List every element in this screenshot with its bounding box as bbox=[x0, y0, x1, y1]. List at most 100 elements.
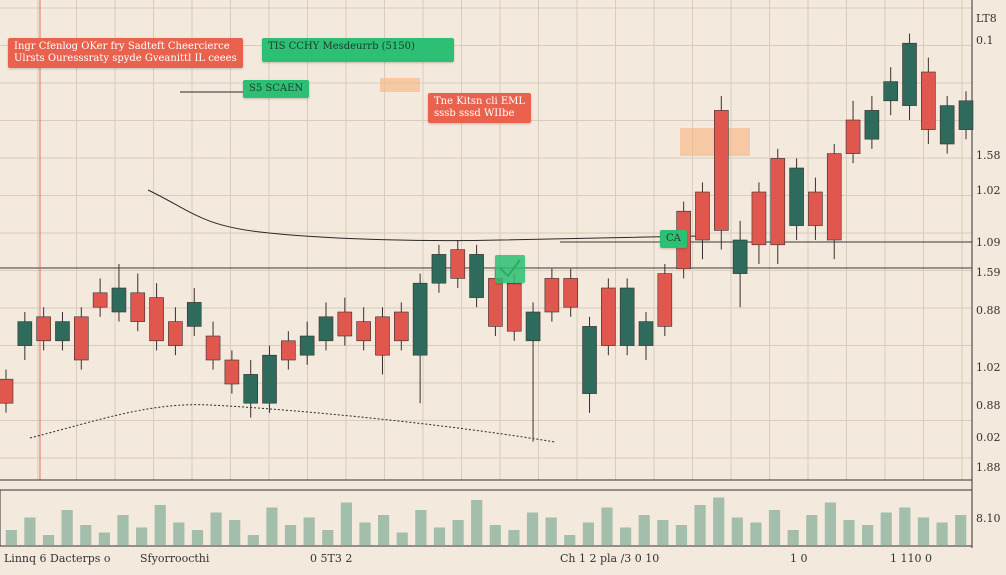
candle-body bbox=[619, 287, 635, 346]
highlight bbox=[380, 78, 420, 92]
candle-body bbox=[224, 359, 240, 385]
volume-bar bbox=[508, 530, 520, 545]
axis-label: LT8 bbox=[976, 12, 997, 25]
annotation: CA bbox=[660, 230, 687, 248]
annotation: Ingr Cfenlog OKer fry Sadteft Cheercierc… bbox=[8, 38, 243, 68]
axis-label: 1.02 bbox=[976, 361, 1001, 374]
candle-body bbox=[695, 191, 710, 241]
annotation: TIS CCHY Mesdeurrb (5150) bbox=[262, 38, 454, 62]
volume-bar bbox=[322, 530, 334, 545]
volume-bar bbox=[266, 507, 278, 545]
volume-bar bbox=[564, 535, 576, 545]
candle-body bbox=[205, 335, 221, 361]
volume-bar bbox=[694, 505, 706, 545]
annotation: S5 SCAEN bbox=[243, 80, 310, 98]
x-label: 1 0 bbox=[790, 552, 808, 565]
candle-body bbox=[770, 158, 786, 246]
volume-bar bbox=[173, 522, 185, 545]
candle-body bbox=[732, 239, 748, 274]
trend-line bbox=[147, 189, 701, 242]
candle-body bbox=[356, 321, 371, 342]
candle-body bbox=[168, 321, 183, 346]
candle-body bbox=[375, 316, 390, 356]
volume-bar bbox=[303, 517, 315, 545]
candle-body bbox=[337, 311, 353, 337]
volume-bar bbox=[98, 532, 110, 545]
volume-bar bbox=[750, 522, 762, 545]
volume-bar bbox=[731, 517, 743, 545]
candle-body bbox=[243, 374, 259, 404]
axis-label: 0.88 bbox=[976, 304, 1001, 317]
candle-body bbox=[845, 119, 861, 154]
x-label: Sfyorroocthi bbox=[140, 552, 210, 565]
candle-body bbox=[902, 42, 917, 106]
axis-label: 0.88 bbox=[976, 399, 1001, 412]
candle-body bbox=[318, 316, 334, 342]
candle-body bbox=[826, 153, 842, 241]
volume-bar bbox=[247, 535, 259, 545]
annotation-text: sssb sssd WIIbe bbox=[434, 108, 515, 119]
axis-label: 1.88 bbox=[976, 461, 1001, 474]
x-label: Ch 1 2 pla /3 0 10 bbox=[560, 552, 660, 565]
volume-bar bbox=[433, 527, 446, 545]
volume-bar bbox=[787, 530, 799, 545]
axis-label: 0.1 bbox=[976, 34, 994, 47]
candle-body bbox=[883, 81, 899, 102]
axis-label: 8.10 bbox=[976, 512, 1001, 525]
candle-body bbox=[149, 297, 164, 342]
volume-bar bbox=[210, 512, 222, 545]
annotation-text: S5 SCAEN bbox=[249, 83, 304, 94]
volume-bar bbox=[117, 515, 129, 545]
candle-body bbox=[713, 110, 729, 231]
volume-bar bbox=[452, 520, 464, 545]
candle-body bbox=[789, 167, 804, 226]
annotation-text: Ulrsts Ouresssraty spyde Gveanittl IL ce… bbox=[14, 53, 237, 64]
annotation-text: Tne Kitsn cli EML bbox=[434, 96, 526, 107]
candle-body bbox=[864, 110, 880, 140]
candle-body bbox=[808, 191, 823, 226]
candle-body bbox=[281, 340, 296, 361]
volume-bar bbox=[136, 527, 148, 545]
volume-bar bbox=[545, 517, 557, 545]
volume-bar bbox=[378, 515, 390, 545]
candle-body bbox=[17, 321, 33, 346]
axis-label: 1.02 bbox=[976, 184, 1001, 197]
volume-bar bbox=[471, 500, 483, 545]
volume-bar bbox=[620, 527, 632, 545]
candle-body bbox=[506, 282, 522, 332]
trend-line bbox=[29, 404, 556, 443]
annotation-text: Ingr Cfenlog OKer fry Sadteft Cheercierc… bbox=[14, 41, 230, 52]
volume-bar bbox=[880, 512, 892, 545]
volume-bar bbox=[843, 520, 855, 545]
annotation: Tne Kitsn cli EML sssb sssd WIIbe bbox=[428, 93, 532, 123]
candle-body bbox=[921, 71, 936, 130]
volume-bar bbox=[713, 497, 725, 545]
candle-body bbox=[111, 287, 127, 313]
volume-bar bbox=[42, 535, 55, 545]
annotation-text: CA bbox=[666, 233, 681, 244]
candle-body bbox=[262, 354, 277, 404]
candle-body bbox=[544, 278, 560, 313]
candle-body bbox=[0, 378, 14, 404]
volume-bar bbox=[955, 515, 967, 545]
candle-body bbox=[469, 254, 484, 298]
candle-body bbox=[36, 316, 51, 342]
volume-bar bbox=[768, 510, 781, 545]
volume-bar bbox=[917, 517, 930, 545]
candle-body bbox=[73, 316, 89, 361]
x-label: 1 110 0 bbox=[890, 552, 932, 565]
volume-bar bbox=[899, 507, 911, 545]
candle-body bbox=[299, 335, 315, 356]
candle-body bbox=[488, 278, 503, 327]
volume-bar bbox=[5, 530, 17, 545]
candle-body bbox=[450, 249, 466, 279]
candle-body bbox=[657, 273, 673, 327]
volumes bbox=[5, 497, 967, 545]
candle-body bbox=[582, 326, 597, 394]
volume-bar bbox=[936, 522, 948, 545]
volume-bar bbox=[340, 502, 352, 545]
candle-body bbox=[186, 302, 202, 327]
candle-body bbox=[638, 321, 654, 346]
